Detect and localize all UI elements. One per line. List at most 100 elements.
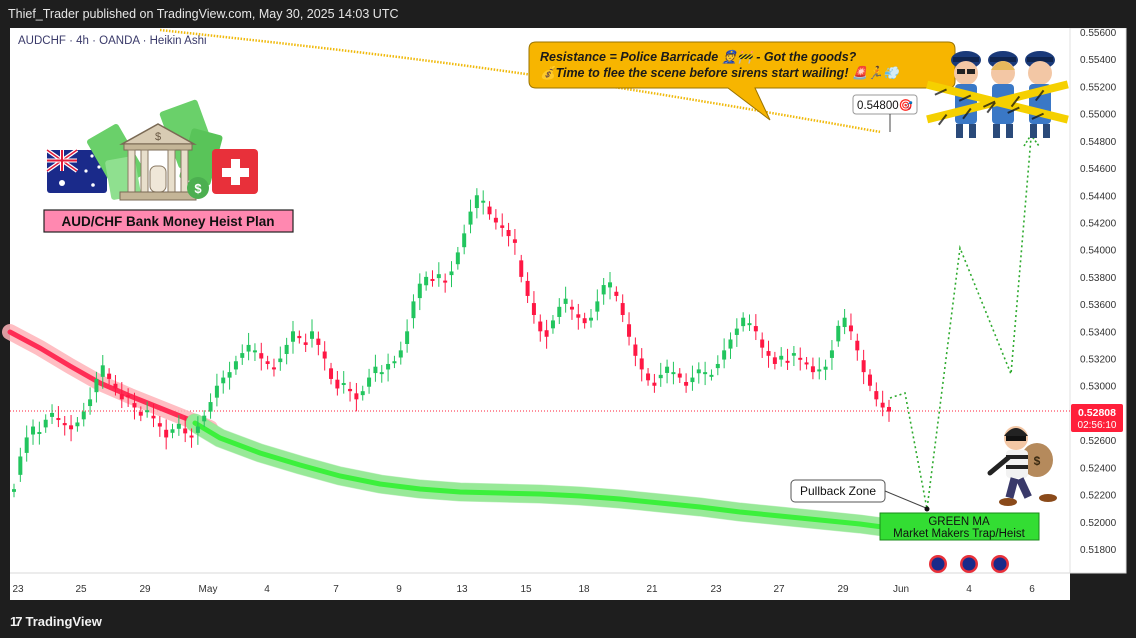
- candle-body: [259, 353, 264, 359]
- candle-body: [766, 351, 771, 356]
- callout-line1: Resistance = Police Barricade 👮🚧 - Got t…: [540, 49, 857, 64]
- candle-body: [810, 366, 815, 373]
- candle-body: [696, 369, 701, 374]
- candle-body: [493, 217, 498, 223]
- svg-text:Pullback Zone: Pullback Zone: [800, 484, 876, 498]
- candle-body: [360, 391, 365, 396]
- candle-body: [43, 419, 48, 428]
- candle-body: [113, 383, 118, 389]
- candle-body: [747, 323, 752, 326]
- brand-label: TradingView: [25, 614, 102, 629]
- candle-body: [760, 339, 765, 348]
- candle-body: [145, 410, 150, 413]
- candle-body: [703, 372, 708, 375]
- candle-body: [608, 282, 613, 288]
- svg-text:02:56:10: 02:56:10: [1078, 420, 1117, 431]
- candle-body: [557, 306, 562, 317]
- x-tick-label: 27: [773, 584, 785, 595]
- candle-body: [785, 360, 790, 363]
- x-tick-label: 9: [396, 584, 402, 595]
- candle-body: [652, 382, 657, 386]
- candle-body: [278, 358, 283, 363]
- candles-group: [12, 188, 891, 498]
- candle-body: [132, 403, 137, 408]
- pullback-zone-callout: Pullback Zone: [790, 479, 930, 512]
- candle-body: [100, 365, 105, 377]
- svg-text:0.52808: 0.52808: [1078, 407, 1116, 419]
- candle-body: [487, 206, 492, 215]
- candle-body: [329, 368, 334, 379]
- candle-body: [633, 344, 638, 356]
- candle-body: [474, 195, 479, 209]
- candle-body: [157, 423, 162, 427]
- candle-body: [525, 280, 530, 296]
- candle-body: [462, 233, 467, 248]
- candle-body: [531, 303, 536, 315]
- price-chart[interactable]: 0.55600 0.55400 0.55200 0.55000 0.54800 0.546…: [0, 28, 1136, 603]
- tradingview-mark-icon: 17: [10, 614, 23, 629]
- candle-body: [202, 415, 207, 422]
- candle-body: [265, 361, 270, 364]
- candle-body: [221, 377, 226, 384]
- candle-body: [126, 395, 131, 398]
- candle-body: [722, 350, 727, 360]
- candle-body: [37, 431, 42, 434]
- candle-body: [233, 361, 238, 370]
- x-axis-ticks: 23 25 29 May 4 7 9 13 15 18 21 23 27 29 Jun 4 6: [12, 584, 1035, 595]
- candle-body: [715, 363, 720, 369]
- candle-body: [183, 428, 188, 434]
- x-tick-label: 21: [646, 584, 658, 595]
- x-tick-label: 23: [12, 584, 24, 595]
- x-tick-label: 4: [966, 584, 972, 595]
- candle-body: [455, 252, 460, 265]
- candle-body: [836, 325, 841, 342]
- candle-body: [214, 385, 219, 398]
- candle-body: [62, 423, 67, 426]
- candle-body: [601, 285, 606, 295]
- candle-body: [297, 335, 302, 339]
- candle-body: [804, 362, 809, 365]
- candle-body: [544, 330, 549, 337]
- x-tick-label: 29: [139, 584, 151, 595]
- y-tick-label: 0.51800: [1080, 545, 1117, 556]
- candle-body: [506, 230, 511, 237]
- x-tick-label: 15: [520, 584, 532, 595]
- x-tick-label: 18: [578, 584, 590, 595]
- candle-body: [88, 399, 93, 407]
- event-icons: [929, 555, 1009, 573]
- candle-body: [779, 355, 784, 360]
- candle-body: [880, 402, 885, 408]
- x-tick-label: 7: [333, 584, 339, 595]
- candle-body: [189, 435, 194, 438]
- x-tick-label: 6: [1029, 584, 1035, 595]
- footer-bar: 17 TradingView: [0, 603, 1136, 638]
- y-tick-label: 0.55000: [1080, 110, 1117, 121]
- green-ma-line: [192, 420, 893, 531]
- candle-body: [290, 331, 295, 342]
- tradingview-logo[interactable]: 17 TradingView: [10, 614, 102, 629]
- candle-body: [595, 301, 600, 312]
- candle-body: [550, 320, 555, 329]
- candle-body: [563, 298, 568, 304]
- candle-body: [829, 350, 834, 358]
- candle-body: [151, 415, 156, 419]
- candle-body: [69, 425, 74, 430]
- candle-body: [576, 314, 581, 318]
- green-ma-label: GREEN MA Market Makers Trap/Heist: [879, 512, 1040, 541]
- current-price-tag: 0.52808 02:56:10: [1071, 404, 1123, 432]
- x-tick-label: 29: [837, 584, 849, 595]
- candle-body: [677, 373, 682, 378]
- x-tick-label: Jun: [893, 584, 909, 595]
- police-officers-icon: [926, 51, 1069, 138]
- candle-body: [335, 379, 340, 389]
- x-axis-panel: [10, 573, 1070, 600]
- candle-body: [138, 411, 143, 416]
- candle-body: [512, 239, 517, 243]
- candle-body: [741, 317, 746, 327]
- bank-money-icon: $ $: [87, 99, 223, 201]
- candle-body: [684, 382, 689, 386]
- candle-body: [284, 344, 289, 354]
- candle-body: [195, 426, 200, 433]
- candle-body: [646, 373, 651, 381]
- candle-body: [227, 372, 232, 378]
